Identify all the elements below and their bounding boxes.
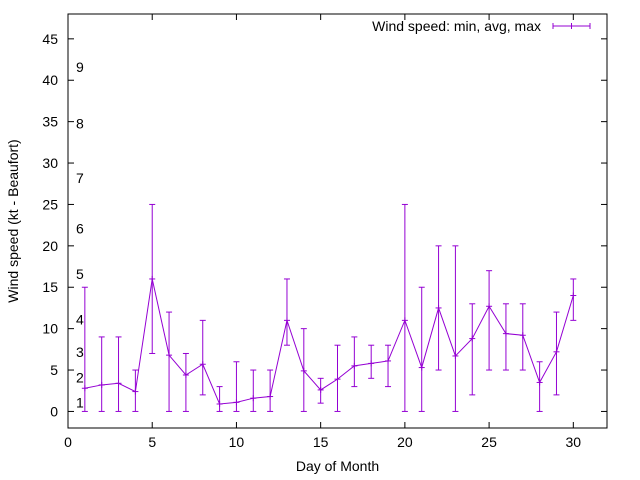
data-point <box>233 361 240 412</box>
data-point <box>317 377 324 404</box>
y-tick-label: 30 <box>42 155 58 171</box>
x-tick-label: 10 <box>229 434 245 450</box>
y-tick-label: 40 <box>42 72 58 88</box>
data-point <box>81 286 88 412</box>
series-line <box>84 278 574 405</box>
data-point <box>536 361 543 412</box>
beaufort-label: 6 <box>76 220 84 236</box>
y-tick-label: 20 <box>42 238 58 254</box>
data-point <box>351 336 358 388</box>
x-axis-label: Day of Month <box>296 458 379 474</box>
legend-label: Wind speed: min, avg, max <box>372 18 541 34</box>
data-point <box>435 245 442 371</box>
data-point <box>570 278 577 321</box>
x-tick-label: 30 <box>566 434 582 450</box>
data-point <box>385 344 392 388</box>
beaufort-label: 3 <box>76 344 84 360</box>
data-point <box>149 203 156 354</box>
data-point <box>418 286 425 412</box>
beaufort-label: 1 <box>76 394 84 410</box>
data-point <box>199 319 206 396</box>
data-point <box>300 328 307 412</box>
beaufort-label: 7 <box>76 170 84 186</box>
beaufort-label: 2 <box>76 369 84 385</box>
data-point <box>98 336 105 412</box>
data-point <box>334 344 341 412</box>
data-point <box>283 278 290 346</box>
data-point <box>469 303 476 396</box>
data-point <box>166 311 173 412</box>
plot-border <box>67 13 608 429</box>
data-point <box>519 303 526 371</box>
data-point <box>182 352 189 412</box>
data-point <box>553 311 560 396</box>
beaufort-label: 9 <box>76 59 84 75</box>
y-tick-label: 10 <box>42 321 58 337</box>
y-tick-label: 5 <box>50 362 58 378</box>
x-tick-label: 5 <box>148 434 156 450</box>
beaufort-label: 8 <box>76 115 84 131</box>
y-tick-label: 0 <box>50 403 58 419</box>
data-point <box>502 303 509 371</box>
beaufort-label: 4 <box>76 312 84 328</box>
beaufort-label: 5 <box>76 266 84 282</box>
x-tick-label: 0 <box>64 434 72 450</box>
x-tick-label: 20 <box>397 434 413 450</box>
data-point <box>452 245 459 412</box>
series-wind-speed <box>81 203 577 412</box>
legend-sample <box>552 23 591 29</box>
data-point <box>401 203 408 412</box>
legend: Wind speed: min, avg, max <box>372 18 591 34</box>
data-point <box>115 336 122 412</box>
y-tick-label: 15 <box>42 279 58 295</box>
data-point <box>250 369 257 412</box>
data-point <box>216 386 223 412</box>
data-point <box>132 369 139 412</box>
y-axis-label: Wind speed (kt - Beaufort) <box>5 139 21 302</box>
y-tick-label: 45 <box>42 31 58 47</box>
data-point <box>267 369 274 412</box>
x-tick-label: 25 <box>481 434 497 450</box>
data-point <box>486 270 493 371</box>
data-point <box>368 344 375 379</box>
y-tick-label: 35 <box>42 114 58 130</box>
y-tick-label: 25 <box>42 196 58 212</box>
beaufort-scale-labels: 1 2 3 4 5 6 7 8 9 <box>76 59 84 410</box>
x-tick-label: 15 <box>313 434 329 450</box>
